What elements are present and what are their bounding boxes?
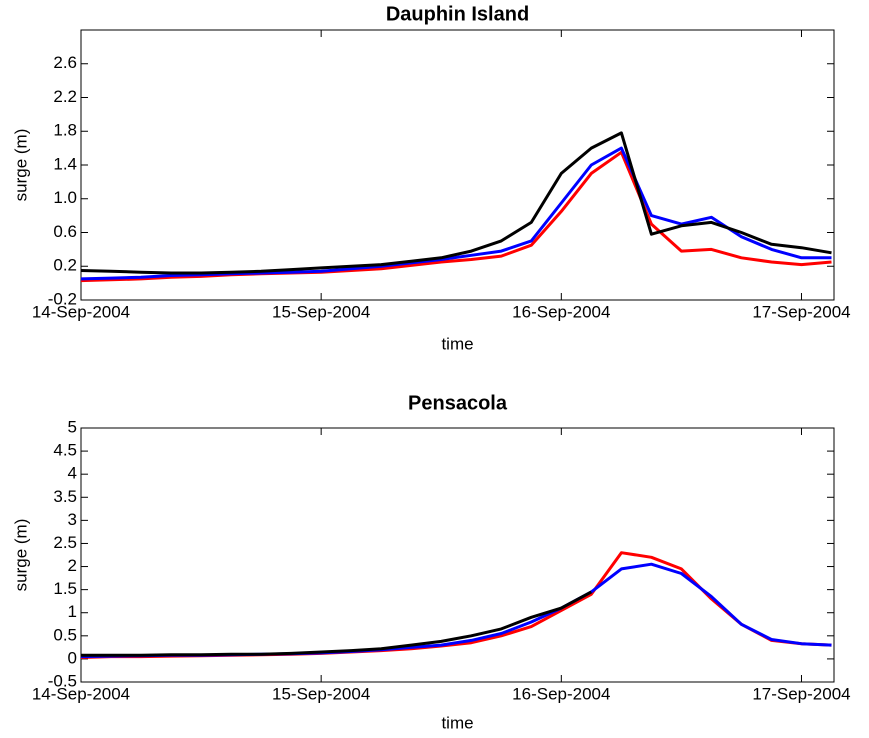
series-line — [80, 131, 832, 275]
y-tick-label: 4.5 — [53, 441, 77, 460]
x-axis-label: time — [441, 334, 473, 353]
y-tick-label: -0.2 — [48, 289, 77, 308]
chart-title: Pensacola — [408, 392, 508, 414]
series-line — [80, 562, 832, 659]
y-tick-label: 0.5 — [53, 625, 77, 644]
y-tick-label: 1.8 — [53, 121, 77, 140]
y-tick-label: 1 — [68, 602, 77, 621]
y-tick-label: 2.2 — [53, 87, 77, 106]
y-tick-label: 0.6 — [53, 222, 77, 241]
y-tick-label: 2.6 — [53, 53, 77, 72]
x-tick-label: 15-Sep-2004 — [272, 684, 370, 703]
y-tick-label: -0.5 — [48, 671, 77, 690]
x-tick-label: 17-Sep-2004 — [752, 684, 850, 703]
y-tick-label: 2.5 — [53, 533, 77, 552]
y-tick-label: 3 — [68, 510, 77, 529]
series-line — [80, 146, 832, 281]
y-tick-label: 2 — [68, 556, 77, 575]
series-line — [81, 590, 593, 657]
axes-box — [80, 427, 835, 683]
y-tick-label: 0 — [68, 648, 77, 667]
x-axis-label: time — [441, 713, 473, 732]
series-line — [80, 150, 832, 283]
x-tick-label: 14-Sep-2004 — [32, 684, 130, 703]
y-tick-label: 4 — [68, 464, 77, 483]
x-tick-label: 16-Sep-2004 — [512, 684, 610, 703]
y-tick-label: 3.5 — [53, 487, 77, 506]
y-tick-label: 5 — [68, 417, 77, 436]
y-tick-label: 0.2 — [53, 256, 77, 275]
y-tick-label: 1.5 — [53, 579, 77, 598]
chart-title: Dauphin Island — [386, 3, 529, 25]
axes-box — [80, 29, 835, 301]
x-tick-label: 15-Sep-2004 — [272, 302, 370, 321]
y-tick-label: 1.0 — [53, 188, 77, 207]
x-tick-label: 17-Sep-2004 — [752, 302, 850, 321]
y-axis-label: surge (m) — [11, 129, 30, 202]
y-axis-label: surge (m) — [11, 519, 30, 592]
x-tick-label: 14-Sep-2004 — [32, 302, 130, 321]
y-tick-label: 1.4 — [53, 154, 77, 173]
x-tick-label: 16-Sep-2004 — [512, 302, 610, 321]
